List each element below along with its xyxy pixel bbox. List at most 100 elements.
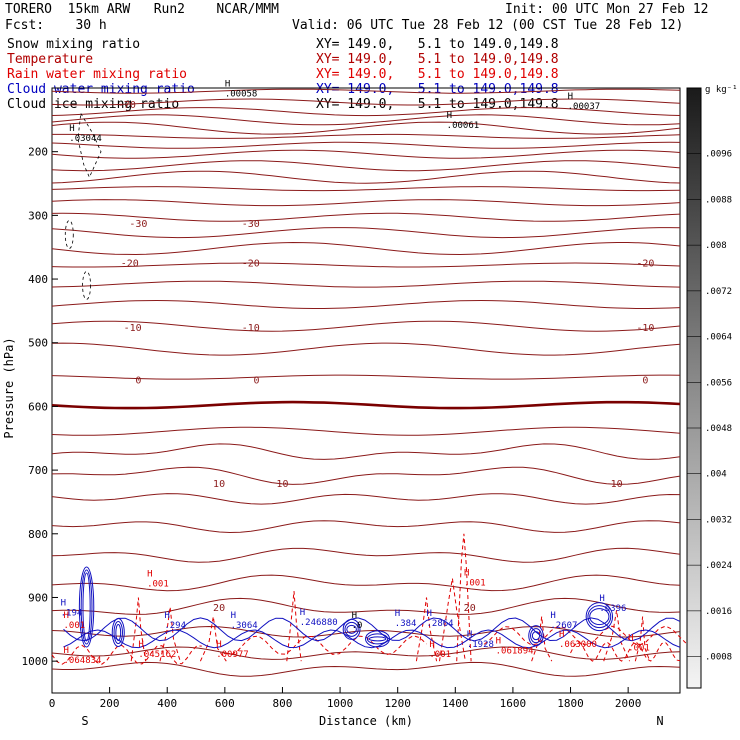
maximum-value-label: .3064: [231, 621, 258, 631]
model-title: TORERO 15km ARW Run2 NCAR/MMM: [5, 2, 279, 17]
isotherm-line: [51, 574, 681, 592]
isotherm-label: -30: [242, 219, 260, 230]
isotherm-label: 0: [642, 376, 648, 387]
maximum-value-label: .246880: [300, 618, 338, 628]
isotherm-line: [51, 149, 681, 159]
maximum-value-label: .03044: [69, 134, 102, 144]
isotherm-line: [51, 320, 681, 332]
field-xy-snow: XY= 149.0, 5.1 to 149.0,149.8: [316, 37, 559, 52]
maximum-h-marker: H: [64, 611, 69, 621]
isotherm-line: [51, 141, 681, 149]
maximum-value-label: .00061: [447, 121, 480, 131]
y-tick-label: 200: [28, 146, 48, 159]
maximum-h-marker: H: [164, 611, 169, 621]
colorbar-tick-label: .0008: [705, 653, 732, 663]
isotherm-label: -10: [242, 323, 260, 334]
x-tick-label: 1200: [384, 697, 411, 710]
cloud-ice-contours: [64, 113, 102, 300]
contour-labels: -70 -30 -30 -20 -20 -20 -10 -10 -10 0 0 0 10 10 10 20 20…: [61, 79, 655, 666]
maximum-value-label: .001: [429, 650, 451, 660]
x-tick-label: 1000: [327, 697, 354, 710]
isotherm-label: 0: [135, 376, 141, 387]
isotherm-line: [51, 121, 681, 135]
cloud-water-contour: [528, 625, 544, 647]
colorbar-tick-label: .0088: [705, 195, 732, 205]
cloud-water-contour: [82, 572, 91, 642]
north-label: N: [656, 714, 663, 728]
rain-contour: [570, 641, 681, 662]
cloud-water-contour: [78, 566, 95, 648]
field-xy-temperature: XY= 149.0, 5.1 to 149.0,149.8: [316, 52, 559, 67]
isotherm-line: [51, 241, 681, 256]
isotherm-label: -10: [636, 323, 654, 334]
isotherm-line: [51, 107, 681, 117]
colorbar-tick-label: .0056: [705, 378, 732, 388]
rain-contour: [483, 625, 687, 646]
maximum-value-label: .1928: [467, 640, 494, 650]
isotherm-line: [51, 160, 681, 172]
rain-contours: [51, 533, 687, 665]
y-tick-label: 500: [28, 337, 48, 350]
cloud-water-contour: [589, 608, 610, 626]
cloud-ice-contour: [64, 220, 74, 249]
cloud-water-contour: [365, 630, 391, 648]
cloud-water-contour: [63, 629, 681, 649]
isotherm-label: 10: [213, 479, 225, 490]
isotherm-line: [51, 466, 681, 485]
colorbar-tick-label: .0024: [705, 561, 732, 571]
field-xy-rain: XY= 149.0, 5.1 to 149.0,149.8: [316, 67, 559, 82]
colorbar-tick-label: .0048: [705, 424, 732, 434]
valid-time: Valid: 06 UTC Tue 28 Feb 12 (00 CST Tue …: [292, 18, 684, 33]
rain-contour: [531, 616, 553, 662]
maximum-value-label: .001: [628, 643, 650, 653]
x-tick-label: 400: [157, 697, 177, 710]
isotherm-line: [51, 342, 681, 356]
maximum-value-label: .063000: [559, 640, 597, 650]
maximum-value-label: .001: [64, 621, 86, 631]
colorbar-tick-label: .0016: [705, 607, 732, 617]
x-tick-label: 0: [49, 697, 56, 710]
maximum-h-marker: H: [426, 609, 431, 619]
isotherm-label: 0: [254, 376, 260, 387]
isotherm-label: -20: [242, 258, 260, 269]
colorbar-tick-label: .0072: [705, 287, 732, 297]
maximum-h-marker: H: [568, 92, 573, 102]
rain-contour: [199, 616, 227, 662]
forecast-hour: Fcst: 30 h: [5, 18, 107, 33]
isotherm-line: [51, 547, 681, 563]
maximum-value-label: .194: [61, 608, 83, 618]
maximum-value-label: .045162: [138, 650, 176, 660]
rain-contour: [286, 591, 302, 662]
y-tick-label: 800: [28, 528, 48, 541]
colorbar-tick-label: .0032: [705, 515, 732, 525]
maximum-h-marker: H: [447, 111, 452, 121]
cloud-water-contour: [585, 602, 614, 632]
isotherm-line: [51, 400, 681, 410]
rain-contour: [439, 578, 466, 662]
x-tick-label: 1400: [442, 697, 469, 710]
isotherm-line: [51, 170, 681, 184]
y-tick-label: 700: [28, 464, 48, 477]
isotherm-line: [52, 133, 681, 139]
rain-contour: [224, 635, 427, 656]
field-name-rain: Rain water mixing ratio: [7, 67, 188, 82]
maximum-h-marker: H: [429, 640, 434, 650]
isotherm-label: 20: [213, 603, 225, 614]
maximum-h-marker: H: [599, 594, 604, 604]
field-name-snow: Snow mixing ratio: [7, 37, 141, 52]
x-tick-label: 200: [100, 697, 120, 710]
isotherm-line: [51, 661, 681, 677]
plot-frame: [51, 87, 681, 694]
colorbar-gradient: [686, 87, 702, 689]
colorbar-tick-label: .004: [705, 470, 727, 480]
y-tick-label: 600: [28, 400, 48, 413]
cloud-water-contour: [80, 569, 93, 645]
isotherm-label: -30: [129, 219, 147, 230]
y-tick-label: 1000: [22, 655, 49, 668]
x-tick-label: 1800: [557, 697, 584, 710]
maximum-value-label: .0: [352, 621, 363, 631]
y-tick-label: 400: [28, 273, 48, 286]
cloud-ice-contour: [82, 271, 91, 300]
maximum-h-marker: H: [69, 124, 74, 134]
